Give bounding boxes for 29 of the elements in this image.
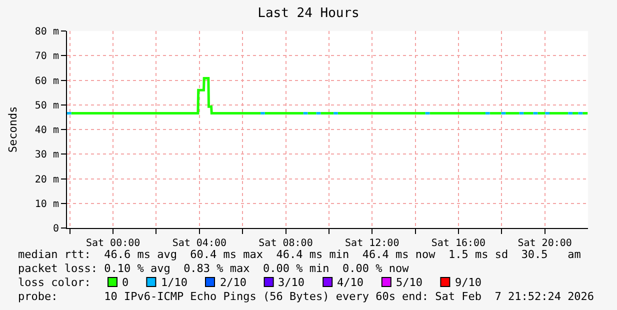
y-tick-label: 10 m <box>34 198 59 210</box>
x-tick-label: Sat 16:00 <box>431 238 486 249</box>
legend-label: 0 <box>122 276 129 289</box>
text: probe: 10 IPv6-ICMP Echo Pings (56 Bytes) every 60s <box>18 290 396 303</box>
legend-label: 4/10 <box>337 276 364 289</box>
legend-label: 1/10 <box>161 276 188 289</box>
y-tick-label: 40 m <box>34 125 59 136</box>
legend-title: loss color: <box>18 276 91 289</box>
text: median rtt: 46.6 ms avg 60.4 ms max 46.4 ms min 46.4 ms now 1.5 ms sd 30.5 am <box>18 248 582 261</box>
y-tick-label: 30 m <box>34 150 59 161</box>
legend-label: 2/10 <box>220 276 246 289</box>
y-tick-label: 20 m <box>34 174 59 186</box>
x-tick-label: Sat 12:00 <box>345 238 400 249</box>
x-tick-label: Sat 20:00 <box>518 238 572 249</box>
y-tick-label: 60 m <box>34 76 59 87</box>
x-tick-label: Sat 08:00 <box>258 238 313 249</box>
x-tick-label: Sat 04:00 <box>172 238 227 249</box>
text: end: Sat Feb 7 21:52:24 2026 <box>402 290 594 303</box>
legend-label: 3/10 <box>278 276 304 289</box>
legend-label: 5/10 <box>396 276 422 289</box>
y-tick-label: 0 <box>52 224 59 234</box>
y-tick-label: 50 m <box>34 100 59 112</box>
y-tick-label: 70 m <box>34 51 59 62</box>
text: packet loss: 0.10 % avg 0.83 % max 0.00 % min 0.00 % now <box>18 262 410 275</box>
y-axis-title: Seconds <box>6 106 20 153</box>
legend-label: 9/10 <box>455 276 482 289</box>
chart-title: Last 24 Hours <box>258 6 360 22</box>
x-tick-label: Sat 00:00 <box>86 238 140 249</box>
y-tick-label: 80 m <box>34 26 59 38</box>
